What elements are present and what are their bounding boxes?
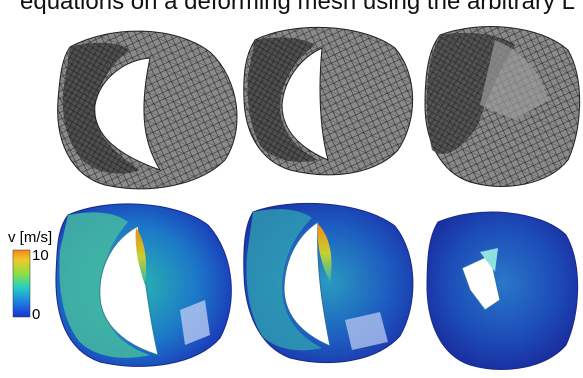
velocity-frame-1 xyxy=(55,203,232,367)
colorbar-label: v [m/s] xyxy=(8,229,53,246)
mesh-frame-1 xyxy=(57,30,238,190)
mesh-frame-3 xyxy=(424,26,581,187)
caption-fragment: equations on a deforming mesh using the … xyxy=(20,0,575,15)
velocity-frame-3 xyxy=(426,211,579,370)
velocity-frame-2 xyxy=(243,202,414,364)
colorbar-max-label: 10 xyxy=(32,247,49,264)
colorbar-min-label: 0 xyxy=(32,306,41,323)
colorbar-gradient xyxy=(12,249,31,318)
mesh-frame-2 xyxy=(243,26,414,176)
